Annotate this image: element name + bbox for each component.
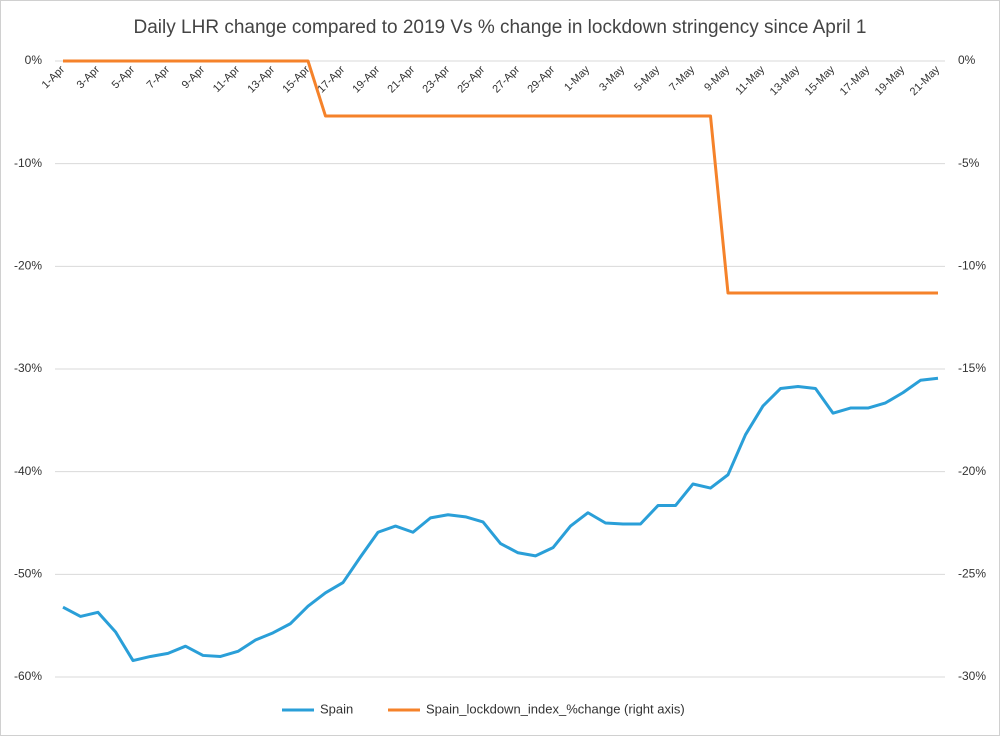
series-line (62, 376, 939, 663)
y2-tick-label: -5% (958, 156, 980, 170)
chart-title: Daily LHR change compared to 2019 Vs % c… (134, 17, 867, 38)
y2-tick-label: 0% (958, 53, 976, 67)
y2-tick-label: -25% (958, 567, 986, 581)
y-tick-label: -50% (14, 567, 42, 581)
y-tick-label: -60% (14, 669, 42, 683)
legend-label: Spain (320, 701, 353, 716)
y2-tick-label: -10% (958, 259, 986, 273)
y2-tick-label: -20% (958, 464, 986, 478)
y-tick-label: 0% (25, 53, 43, 67)
y-tick-label: -40% (14, 464, 42, 478)
legend-label: Spain_lockdown_index_%change (right axis… (426, 701, 685, 716)
y-tick-label: -10% (14, 156, 42, 170)
y2-tick-label: -15% (958, 361, 986, 375)
y2-tick-label: -30% (958, 669, 986, 683)
y-tick-label: -20% (14, 259, 42, 273)
y-tick-label: -30% (14, 361, 42, 375)
series-line (63, 59, 938, 295)
